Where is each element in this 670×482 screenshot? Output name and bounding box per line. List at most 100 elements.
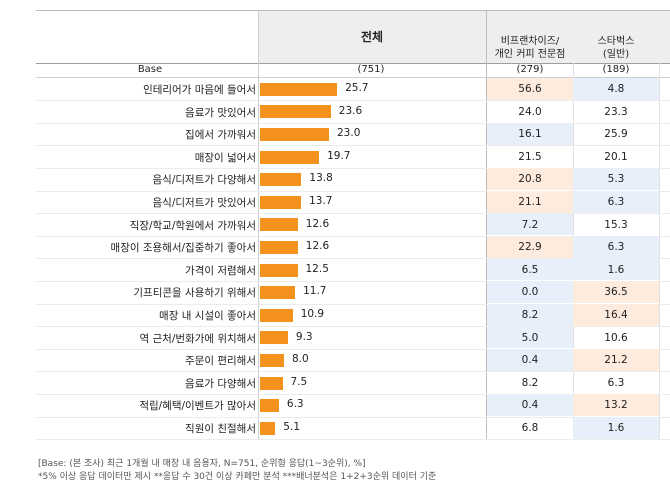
base-starbucks: (189) — [602, 64, 630, 75]
row-separator — [36, 348, 670, 350]
category-label: 매장이 조용해서/집중하기 좋아서 — [110, 242, 256, 255]
bar-value-label: 6.3 — [286, 398, 304, 411]
bar-value-label: 13.7 — [309, 195, 333, 207]
starbucks-cell-bg — [573, 78, 659, 100]
category-label: 역 근처/번화가에 위치해서 — [139, 332, 256, 345]
header-bottom-line — [36, 63, 670, 64]
row-separator — [36, 258, 670, 260]
category-label: 적립/혜택/이벤트가 많아서 — [139, 400, 256, 413]
bar-value-label: 12.6 — [305, 240, 330, 253]
bar — [260, 150, 320, 164]
category-label: 음식/디저트가 맛있어서 — [152, 197, 256, 209]
row-separator — [36, 100, 670, 102]
bar-value-label: 10.9 — [300, 308, 325, 320]
franchise-cell-bg — [487, 123, 573, 145]
franchise-cell-bg — [487, 236, 573, 258]
category-label: 인테리어가 마음에 들어서 — [143, 84, 256, 96]
category-label: 음식/디저트가 다양해서 — [152, 174, 256, 187]
franchise-value: 56.6 — [518, 83, 542, 95]
bar — [260, 331, 288, 345]
franchise-value: 22.9 — [518, 241, 542, 254]
category-label: 기프티콘을 사용하기 위해서 — [133, 287, 256, 300]
starbucks-cell-bg — [573, 191, 659, 213]
franchise-cell-bg — [487, 258, 573, 281]
row-separator — [36, 326, 670, 328]
bar — [260, 399, 279, 413]
category-label: 주문이 편리해서 — [185, 355, 256, 368]
bar-value-label: 11.7 — [303, 285, 327, 298]
row-separator — [36, 303, 670, 305]
header-starbucks: 스타벅스 (일반) — [597, 36, 635, 60]
starbucks-value: 1.6 — [607, 263, 625, 276]
franchise-cell-bg — [487, 168, 573, 190]
row-separator — [36, 190, 670, 192]
bar-value-label: 12.5 — [305, 262, 329, 275]
row-separator — [36, 122, 670, 124]
bar — [260, 241, 298, 254]
base-franchise: (279) — [516, 64, 544, 75]
starbucks-cell-bg — [573, 304, 659, 326]
bar — [260, 376, 283, 390]
franchise-value: 5.0 — [521, 331, 539, 344]
row-separator — [36, 145, 670, 147]
bar — [260, 82, 338, 96]
franchise-value: 8.2 — [521, 309, 539, 321]
bar — [260, 105, 331, 119]
starbucks-value: 25.9 — [604, 128, 628, 141]
franchise-cell-bg — [487, 213, 573, 236]
category-label: 매장 내 시설이 좋아서 — [159, 310, 256, 322]
starbucks-value: 5.3 — [607, 173, 625, 186]
franchise-value: 8.2 — [521, 376, 539, 389]
franchise-value: 0.0 — [521, 286, 539, 299]
row-separator — [36, 235, 670, 237]
base-total: (751) — [357, 64, 385, 75]
bar-value-label: 25.7 — [345, 82, 369, 94]
franchise-cell-bg — [487, 349, 573, 371]
row-separator — [36, 167, 670, 169]
starbucks-value: 21.2 — [604, 354, 628, 367]
starbucks-value: 23.3 — [604, 105, 628, 118]
bar — [260, 195, 302, 209]
category-label: 직원이 친절해서 — [185, 423, 256, 435]
starbucks-cell-bg — [573, 394, 659, 416]
bar-value-label: 23.6 — [338, 104, 363, 117]
starbucks-value: 20.1 — [604, 150, 628, 163]
base-label: Base — [137, 64, 163, 75]
row-separator — [36, 280, 670, 282]
franchise-cell-bg — [487, 304, 573, 326]
category-label: 직장/학교/학원에서 가까워서 — [129, 219, 256, 232]
starbucks-value: 10.6 — [604, 331, 628, 344]
row-separator — [36, 213, 670, 215]
franchise-cell-bg — [487, 78, 573, 100]
starbucks-cell-bg — [573, 236, 659, 258]
bar-value-label: 8.0 — [292, 353, 309, 366]
category-label: 음료가 다양해서 — [185, 377, 256, 390]
starbucks-cell-bg — [573, 417, 659, 439]
bar — [260, 308, 293, 322]
divider-label — [258, 10, 259, 439]
franchise-value: 6.8 — [521, 422, 539, 434]
row-separator — [36, 393, 670, 395]
starbucks-cell-bg — [573, 281, 659, 303]
divider-total — [486, 10, 487, 439]
bar-value-label: 5.1 — [283, 421, 300, 433]
starbucks-cell-bg — [573, 349, 659, 371]
bar-value-label: 12.6 — [305, 217, 330, 230]
header-columns-bg — [486, 10, 670, 63]
bar — [260, 354, 284, 367]
bar — [260, 128, 329, 141]
starbucks-value: 6.3 — [607, 196, 625, 208]
bar-value-label: 19.7 — [327, 149, 351, 162]
starbucks-cell-bg — [573, 168, 659, 190]
franchise-value: 24.0 — [518, 105, 542, 118]
franchise-value: 16.1 — [518, 128, 542, 141]
starbucks-value: 1.6 — [607, 422, 625, 434]
starbucks-value: 4.8 — [607, 83, 625, 95]
bar — [260, 286, 296, 300]
base-bottom-line — [36, 77, 670, 78]
starbucks-value: 13.2 — [604, 399, 628, 412]
franchise-value: 6.5 — [521, 263, 539, 276]
starbucks-value: 36.5 — [604, 286, 628, 299]
starbucks-cell-bg — [573, 258, 659, 281]
